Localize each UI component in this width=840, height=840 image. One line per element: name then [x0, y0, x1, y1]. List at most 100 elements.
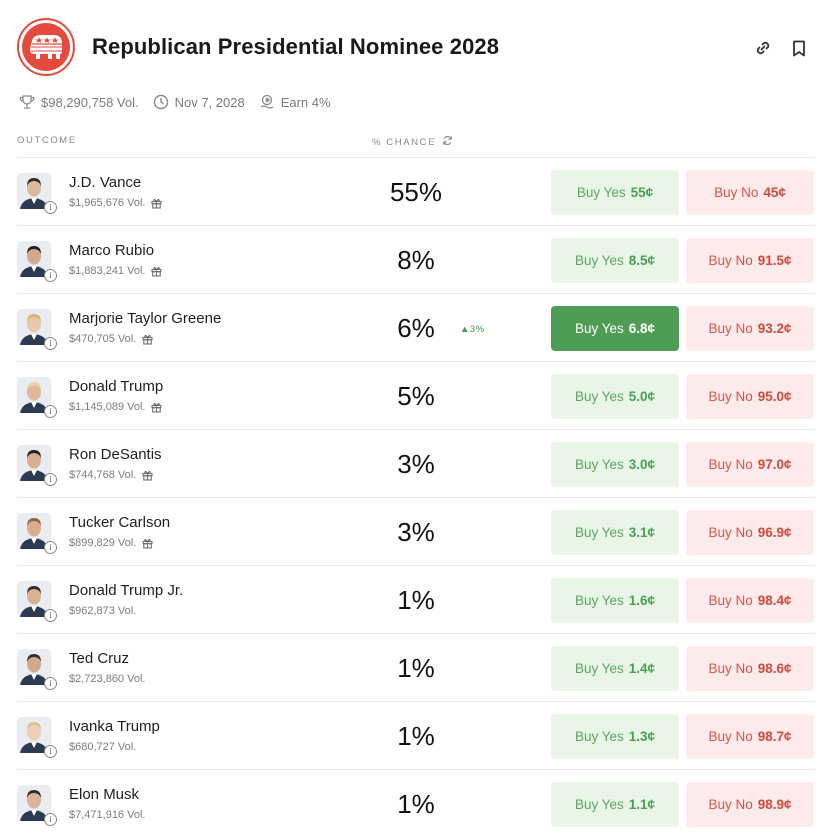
- chance-value: 55%: [389, 177, 443, 207]
- candidate-name[interactable]: Donald Trump: [69, 378, 164, 395]
- outcome-row[interactable]: i Marjorie Taylor Greene $470,705 Vol. 6% ▲3…: [17, 293, 815, 361]
- info-icon[interactable]: i: [44, 609, 57, 622]
- market-volume: $98,290,758 Vol.: [41, 94, 139, 110]
- gift-icon[interactable]: [142, 470, 153, 481]
- buy-no-button[interactable]: Buy No 45¢: [686, 170, 814, 215]
- outcome-row[interactable]: i Donald Trump $1,145,089 Vol. 5% Buy Yes 5.0…: [17, 361, 815, 429]
- buy-yes-price: 1.4¢: [628, 661, 656, 676]
- candidate-name[interactable]: Elon Musk: [69, 786, 140, 803]
- republican-elephant-logo: [17, 18, 75, 76]
- bookmark-icon[interactable]: [789, 38, 809, 58]
- outcome-row[interactable]: i Ted Cruz $2,723,860 Vol. 1% Buy Yes 1.4¢ Buy…: [17, 633, 815, 701]
- chance-value: 8%: [397, 245, 435, 275]
- gift-icon[interactable]: [142, 334, 153, 345]
- market-title: Republican Presidential Nominee 2028: [92, 34, 500, 59]
- buy-no-label: Buy No: [708, 797, 753, 812]
- buy-no-button[interactable]: Buy No 96.9¢: [686, 510, 814, 555]
- candidate-name[interactable]: Marco Rubio: [69, 242, 155, 259]
- buy-yes-button[interactable]: Buy Yes 1.3¢: [551, 714, 679, 759]
- outcome-row[interactable]: i J.D. Vance $1,965,676 Vol. 55% Buy Yes 55¢ B…: [17, 157, 815, 225]
- candidate-name[interactable]: Tucker Carlson: [69, 514, 171, 531]
- buy-yes-button[interactable]: Buy Yes 1.6¢: [551, 578, 679, 623]
- candidate-volume: $1,883,241 Vol.: [69, 265, 163, 277]
- buy-yes-label: Buy Yes: [574, 797, 624, 812]
- market-earn[interactable]: Earn 4%: [280, 94, 331, 110]
- buy-yes-price: 8.5¢: [628, 253, 656, 268]
- buy-no-button[interactable]: Buy No 97.0¢: [686, 442, 814, 487]
- buy-no-button[interactable]: Buy No 98.9¢: [686, 782, 814, 827]
- gift-icon[interactable]: [151, 266, 163, 277]
- buy-no-button[interactable]: Buy No 93.2¢: [686, 306, 814, 351]
- buy-no-price: 98.9¢: [757, 797, 792, 812]
- candidate-volume-text: $2,723,860 Vol.: [69, 673, 146, 685]
- outcome-row[interactable]: i Ron DeSantis $744,768 Vol. 3% Buy Yes 3.0¢ B…: [17, 429, 815, 497]
- candidate-volume: $744,768 Vol.: [69, 469, 153, 481]
- candidate-name[interactable]: Ivanka Trump: [69, 718, 160, 735]
- clock-icon: [153, 94, 169, 110]
- outcome-row[interactable]: i Elon Musk $7,471,916 Vol. 1% Buy Yes 1.1¢ Bu…: [17, 769, 815, 837]
- candidate-volume-text: $680,727 Vol.: [69, 741, 137, 753]
- chance-value: 6%: [397, 313, 435, 343]
- buy-no-price: 45¢: [763, 185, 786, 200]
- buy-no-price: 97.0¢: [757, 457, 792, 472]
- trophy-icon: [19, 94, 35, 110]
- buy-yes-price: 1.1¢: [628, 797, 656, 812]
- candidate-name[interactable]: Marjorie Taylor Greene: [69, 310, 222, 327]
- buy-no-price: 91.5¢: [757, 253, 792, 268]
- buy-no-button[interactable]: Buy No 98.4¢: [686, 578, 814, 623]
- buy-yes-label: Buy Yes: [576, 185, 626, 200]
- info-icon[interactable]: i: [44, 269, 57, 282]
- candidate-volume: $899,829 Vol.: [69, 537, 153, 549]
- buy-yes-button[interactable]: Buy Yes 1.4¢: [551, 646, 679, 691]
- candidate-volume-text: $7,471,916 Vol.: [69, 809, 146, 821]
- market-header: Republican Presidential Nominee 2028: [17, 18, 823, 78]
- candidate-volume-text: $962,873 Vol.: [69, 605, 137, 617]
- gift-icon[interactable]: [151, 198, 163, 209]
- info-icon[interactable]: i: [44, 201, 57, 214]
- buy-yes-button[interactable]: Buy Yes 1.1¢: [551, 782, 679, 827]
- buy-yes-button[interactable]: Buy Yes 8.5¢: [551, 238, 679, 283]
- buy-yes-button[interactable]: Buy Yes 3.0¢: [551, 442, 679, 487]
- buy-no-button[interactable]: Buy No 98.7¢: [686, 714, 814, 759]
- buy-no-button[interactable]: Buy No 91.5¢: [686, 238, 814, 283]
- buy-yes-button[interactable]: Buy Yes 5.0¢: [551, 374, 679, 419]
- candidate-volume-text: $1,145,089 Vol.: [69, 401, 146, 413]
- candidate-name[interactable]: Ron DeSantis: [69, 446, 162, 463]
- info-icon[interactable]: i: [44, 745, 57, 758]
- outcome-row[interactable]: i Tucker Carlson $899,829 Vol. 3% Buy Yes 3.1…: [17, 497, 815, 565]
- refresh-icon[interactable]: [442, 135, 453, 149]
- buy-yes-button[interactable]: Buy Yes 6.8¢: [551, 306, 679, 351]
- candidate-volume: $470,705 Vol.: [69, 333, 153, 345]
- info-icon[interactable]: i: [44, 677, 57, 690]
- market-end-date: Nov 7, 2028: [174, 94, 245, 110]
- buy-yes-button[interactable]: Buy Yes 55¢: [551, 170, 679, 215]
- buy-no-price: 98.4¢: [757, 593, 792, 608]
- chance-value: 3%: [397, 517, 435, 547]
- buy-yes-label: Buy Yes: [574, 525, 624, 540]
- info-icon[interactable]: i: [44, 337, 57, 350]
- buy-no-label: Buy No: [708, 389, 753, 404]
- candidate-name[interactable]: Ted Cruz: [69, 650, 130, 667]
- buy-no-button[interactable]: Buy No 95.0¢: [686, 374, 814, 419]
- outcome-row[interactable]: i Marco Rubio $1,883,241 Vol. 8% Buy Yes 8.5¢…: [17, 225, 815, 293]
- info-icon[interactable]: i: [44, 405, 57, 418]
- candidate-name[interactable]: Donald Trump Jr.: [69, 582, 184, 599]
- buy-no-button[interactable]: Buy No 98.6¢: [686, 646, 814, 691]
- gift-icon[interactable]: [151, 402, 163, 413]
- link-icon[interactable]: [753, 38, 773, 58]
- info-icon[interactable]: i: [44, 813, 57, 826]
- buy-yes-label: Buy Yes: [574, 457, 624, 472]
- gift-icon[interactable]: [142, 538, 153, 549]
- outcome-row[interactable]: i Ivanka Trump $680,727 Vol. 1% Buy Yes 1.3¢ B…: [17, 701, 815, 769]
- candidate-name[interactable]: J.D. Vance: [69, 174, 142, 191]
- outcome-row[interactable]: i Donald Trump Jr. $962,873 Vol. 1% Buy Yes 1…: [17, 565, 815, 633]
- info-icon[interactable]: i: [44, 541, 57, 554]
- buy-no-price: 98.7¢: [757, 729, 792, 744]
- candidate-volume-text: $1,965,676 Vol.: [69, 197, 146, 209]
- buy-yes-price: 1.6¢: [628, 593, 656, 608]
- info-icon[interactable]: i: [44, 473, 57, 486]
- buy-yes-button[interactable]: Buy Yes 3.1¢: [551, 510, 679, 555]
- buy-yes-label: Buy Yes: [574, 389, 624, 404]
- chance-value: 1%: [397, 789, 435, 819]
